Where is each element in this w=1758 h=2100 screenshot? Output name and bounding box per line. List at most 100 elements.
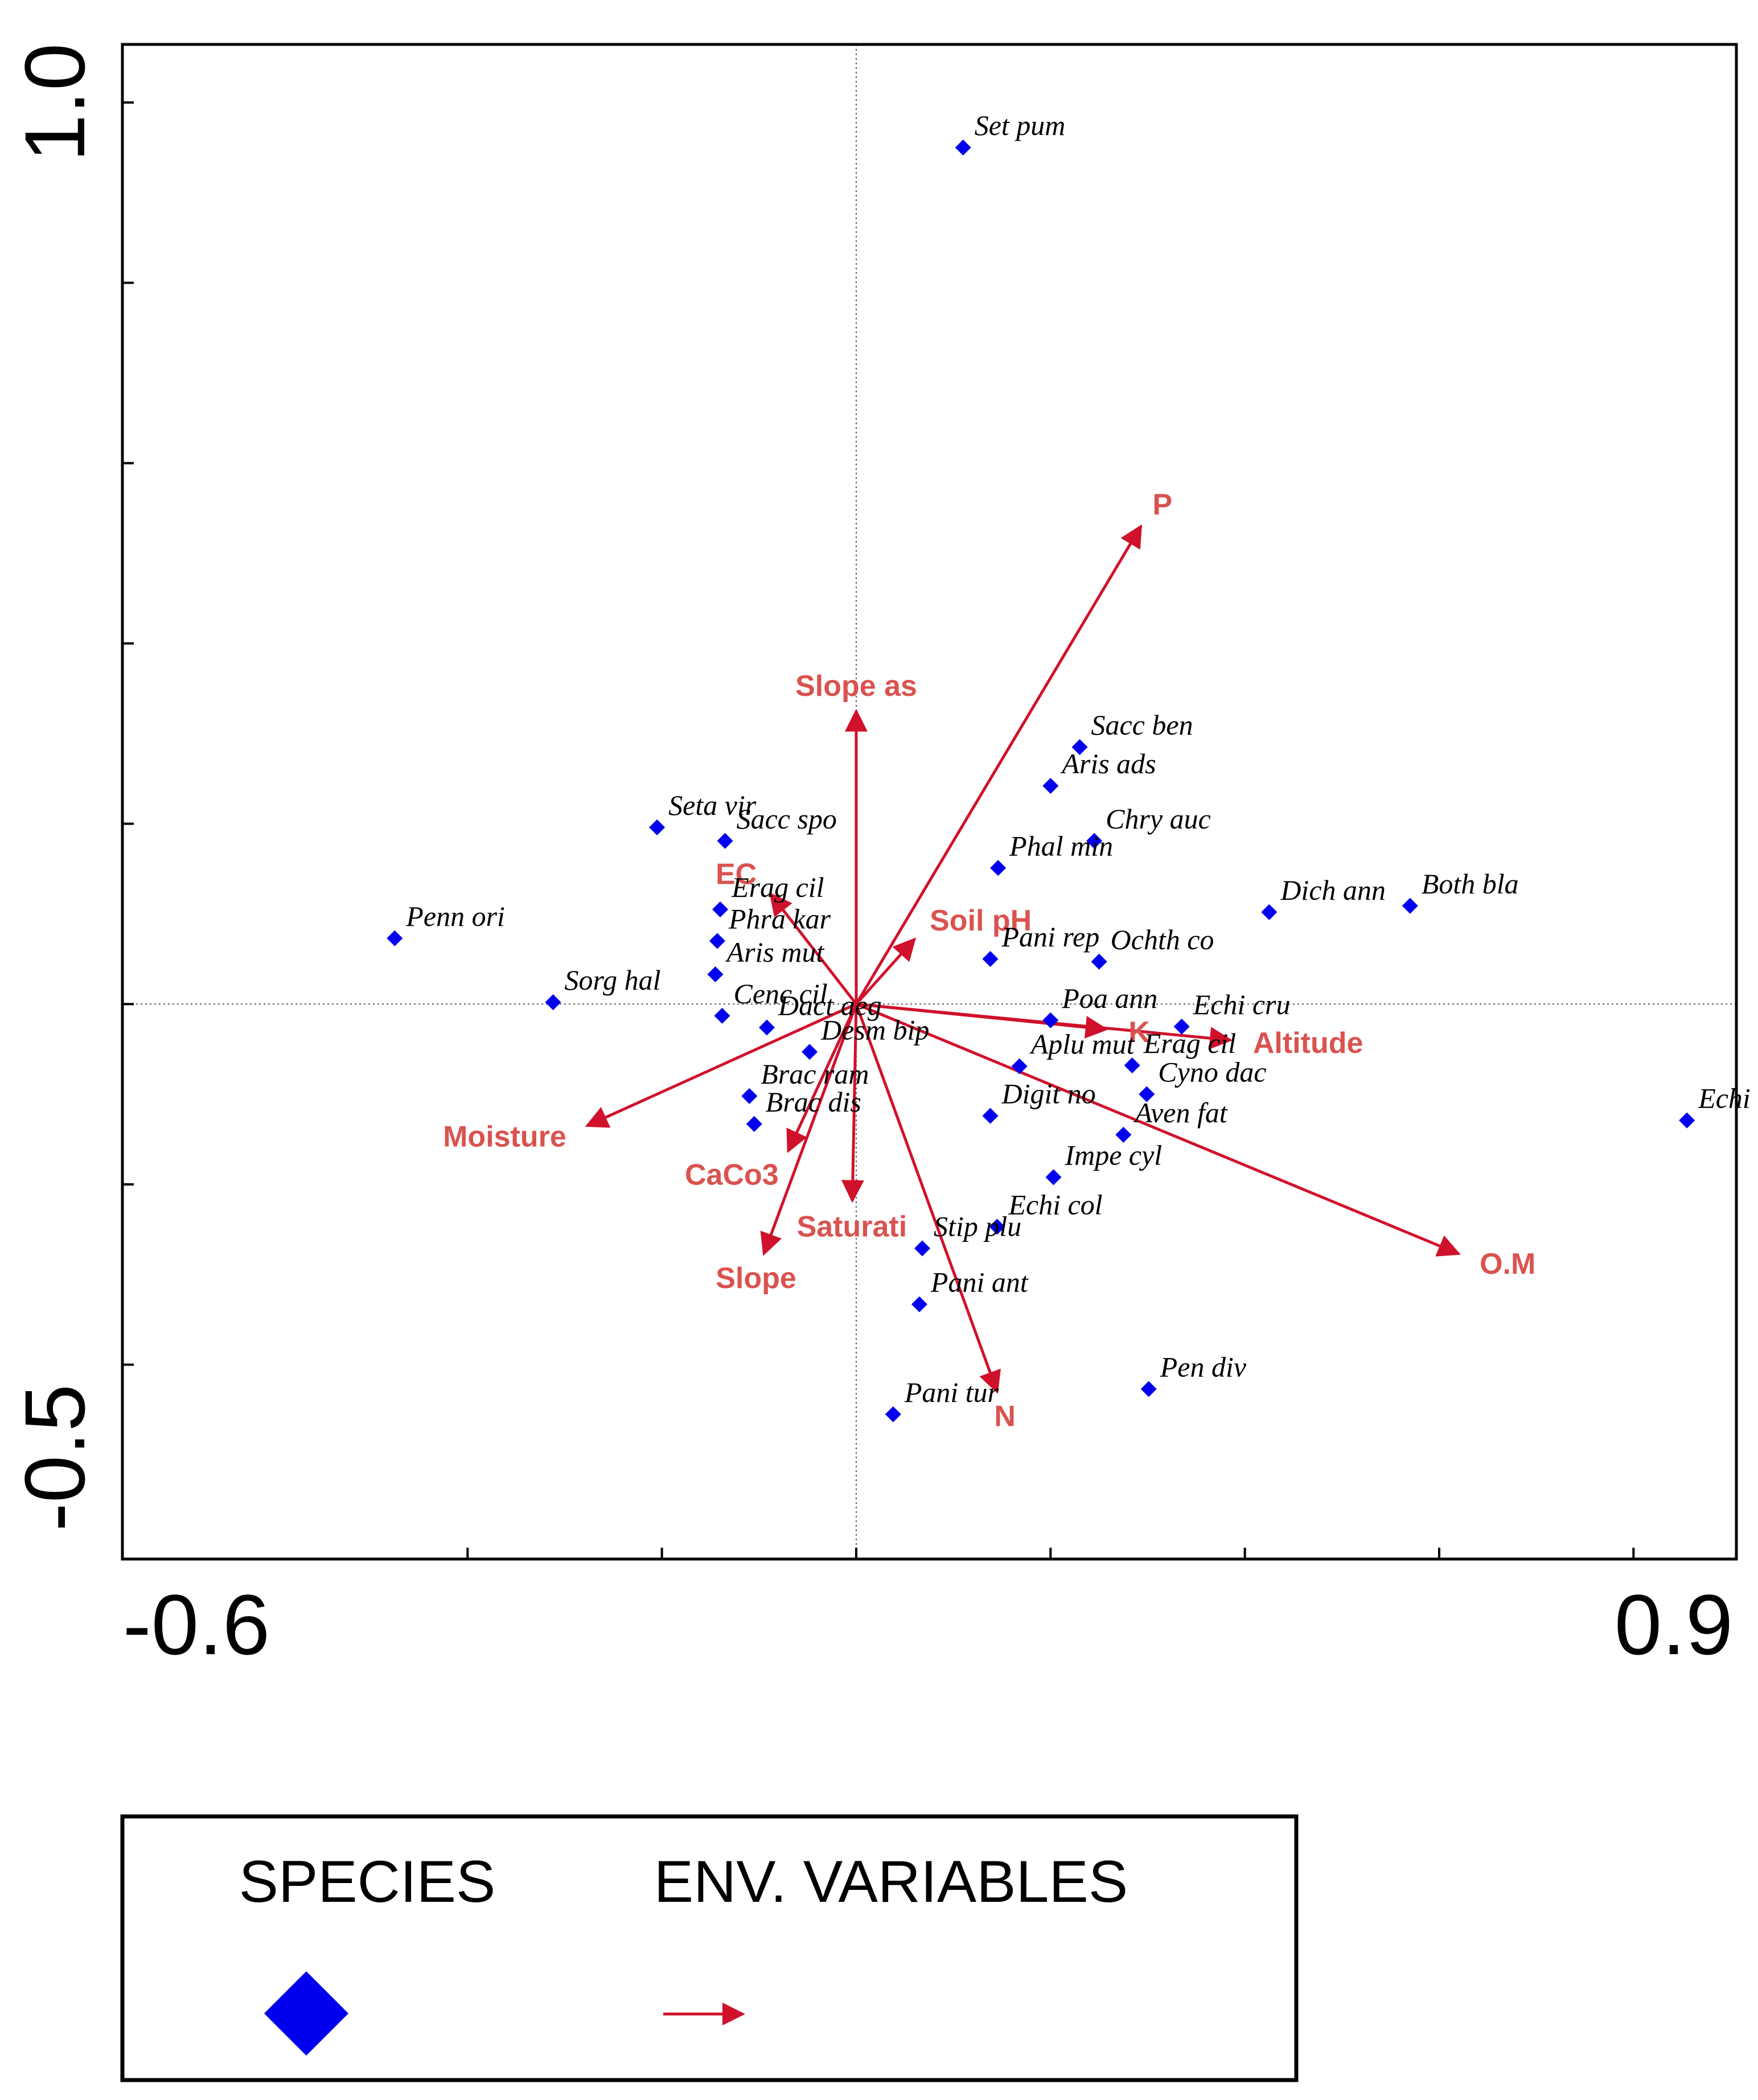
x-tick-label-max: 0.9 [1615, 1577, 1734, 1672]
env-arrow-soil-ph [855, 937, 917, 1006]
species-point-aris-ads [1042, 778, 1059, 794]
legend-species-label: SPECIES [239, 1849, 496, 1915]
species-label-pen-div: Pen div [1160, 1351, 1247, 1383]
species-point-desm-bip [802, 1044, 818, 1060]
species-point-pani-ant [911, 1296, 927, 1312]
species-point-pani-rep [982, 951, 999, 967]
species-label-dact-aeg: Dact aeg [778, 990, 882, 1022]
species-label-sorg-hal: Sorg hal [565, 964, 661, 996]
species-point-pen-div [1140, 1381, 1157, 1397]
species-point-echi-col [989, 1219, 1005, 1235]
species-label-echi-col: Echi col [1008, 1188, 1102, 1220]
species-point-sorg-hal [545, 994, 561, 1011]
species-point-brac-ram [741, 1088, 758, 1104]
species-label-aplu-mut: Aplu mut [1029, 1028, 1135, 1060]
plot-frame [121, 43, 1738, 1561]
species-point-echi-cru [1173, 1018, 1190, 1035]
species-label-sacc-ben: Sacc ben [1091, 709, 1193, 741]
species-label-pani-ant: Pani ant [930, 1266, 1029, 1298]
species-label-echi-cru: Echi cru [1193, 989, 1291, 1020]
env-arrow-caco3 [786, 1003, 858, 1154]
species-label-ochth-co: Ochth co [1111, 924, 1214, 955]
species-point-set-pum [955, 140, 971, 156]
env-variable-arrows [585, 524, 1461, 1394]
species-point-pani-tur [885, 1406, 901, 1422]
species-label-sacc-spo: Sacc spo [737, 803, 837, 835]
species-point-ochth-co [1091, 953, 1107, 970]
species-label-chry-auc: Chry auc [1106, 803, 1211, 835]
env-arrow-slope [760, 1003, 858, 1256]
legend-env-label: ENV. VARIABLES [654, 1849, 1128, 1915]
species-label-dich-ann: Dich ann [1280, 874, 1386, 906]
env-arrow-altitude [856, 1002, 1233, 1050]
species-point-aris-mut [707, 966, 724, 983]
env-arrow-moisture [585, 1003, 857, 1128]
env-label-ec: EC [716, 858, 757, 891]
x-tick-label-min: -0.6 [123, 1577, 270, 1672]
env-arrow-ec [769, 892, 857, 1005]
species-label-poa-ann: Poa ann [1061, 982, 1157, 1014]
species-label-digit-no: Digit no [1001, 1078, 1096, 1110]
species-point-erag-cil [1124, 1057, 1140, 1073]
env-label-moisture: Moisture [443, 1121, 566, 1154]
species-point-sacc-spo [717, 832, 733, 849]
species-label-penn-ori: Penn ori [405, 900, 505, 932]
env-label-saturati: Saturati [797, 1210, 907, 1243]
species-point-both-bla [1402, 897, 1418, 914]
species-label-both-bla: Both bla [1422, 868, 1519, 900]
species-label-phra-kar: Phra kar [728, 903, 831, 935]
species-diamond-icon [264, 1971, 348, 2056]
species-label-cenc-cil: Cenc cil [733, 978, 827, 1010]
species-point-phal-min [990, 860, 1007, 876]
env-label-soil-ph: Soil pH [930, 904, 1032, 937]
env-label-n: N [994, 1400, 1016, 1433]
species-label-erag-cil: Erag cil [731, 871, 824, 903]
species-label-stip-plu: Stip plu [934, 1210, 1021, 1242]
species-point-chry-auc [1086, 832, 1103, 849]
env-label-altitude: Altitude [1253, 1027, 1363, 1060]
species-point-aven-fat [1115, 1126, 1132, 1143]
species-point-brac-dis [746, 1115, 762, 1132]
species-label-pani-rep: Pani rep [1001, 921, 1100, 953]
species-label-seta-vir: Seta vir [668, 789, 757, 821]
env-label-slope-as: Slope as [795, 670, 917, 703]
species-label-aven-fat: Aven fat [1133, 1097, 1228, 1129]
species-label-impe-cyl: Impe cyl [1064, 1139, 1162, 1171]
species-label-pani-tur: Pani tur [904, 1376, 999, 1408]
y-tick-label-min: -0.5 [7, 1384, 102, 1531]
species-label-phal-min: Phal min [1009, 830, 1113, 862]
species-point-seta-vir [649, 819, 666, 835]
env-variable-labels: P Slope as EC Soil pH K Altitude O.M Moisture Ca… [443, 489, 1535, 1433]
species-label-aris-ads: Aris ads [1060, 748, 1156, 780]
species-label-echi-sta: Echi sta [1698, 1082, 1758, 1114]
legend: SPECIES ENV. VARIABLES [120, 1814, 1299, 2082]
species-point-penn-ori [387, 930, 403, 946]
zero-lines [122, 44, 1736, 1559]
species-point-aplu-mut [1011, 1058, 1028, 1074]
species-label-set-pum: Set pum [975, 109, 1066, 141]
species-point-echi-sta [1679, 1112, 1695, 1129]
axis-ticks [122, 101, 1635, 1559]
species-point-impe-cyl [1045, 1169, 1062, 1186]
species-label-aris-mut: Aris mut [725, 936, 825, 968]
species-point-digit-no [982, 1108, 999, 1124]
axis-tick-labels: -0.6 0.9 1.0 -0.5 [7, 43, 1733, 1672]
species-points [387, 140, 1695, 1422]
env-arrow-n [855, 1003, 1001, 1394]
species-label-brac-ram: Brac ram [761, 1058, 869, 1090]
species-label-erag-cil: Erag cil [1143, 1027, 1236, 1059]
env-arrow-p [855, 524, 1143, 1005]
species-point-cenc-cil [714, 1007, 730, 1024]
env-arrow-o-m [856, 1003, 1461, 1257]
env-label-p: P [1153, 489, 1173, 522]
env-label-k: K [1128, 1016, 1150, 1049]
y-tick-label-max: 1.0 [7, 43, 102, 162]
species-label-brac-dis: Brac dis [766, 1086, 861, 1118]
species-point-stip-plu [914, 1240, 931, 1257]
species-point-dact-aeg [758, 1019, 775, 1036]
species-point-sacc-ben [1071, 739, 1088, 756]
species-point-erag-cil [712, 901, 729, 918]
species-point-poa-ann [1042, 1012, 1059, 1028]
